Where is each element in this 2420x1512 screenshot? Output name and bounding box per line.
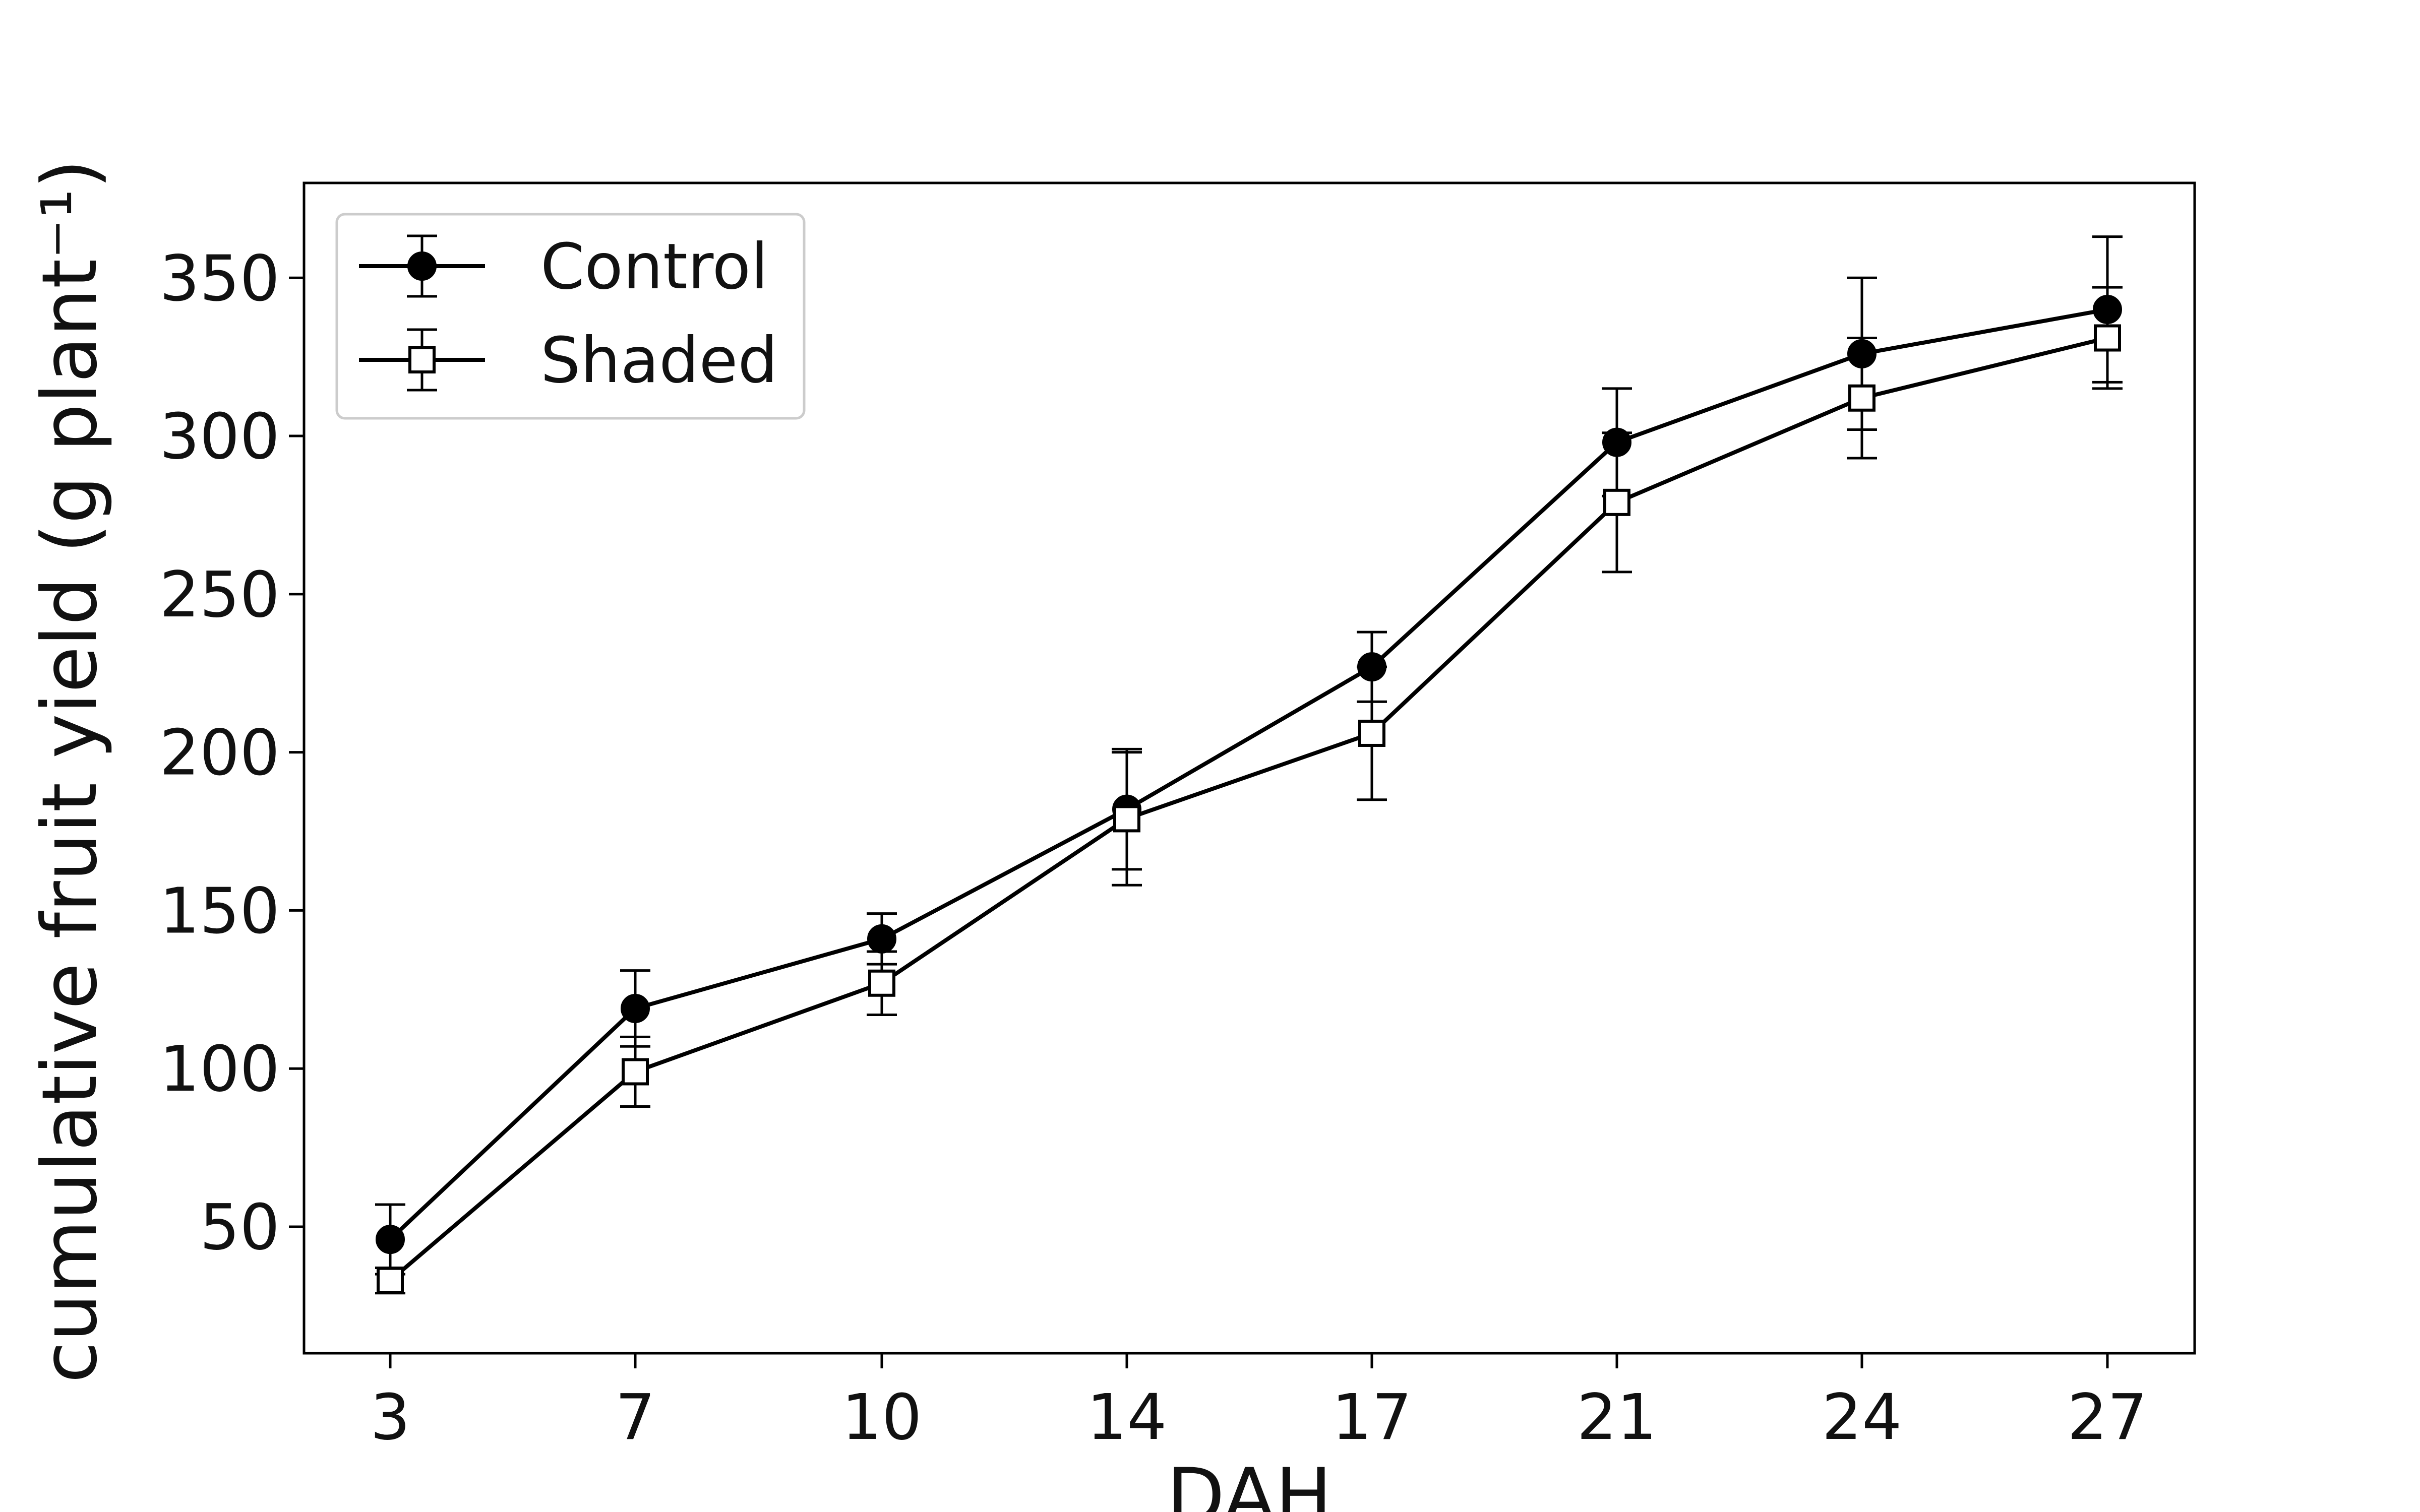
y-tick-label: 300 <box>159 400 280 473</box>
legend-label-shaded: Shaded <box>540 324 778 397</box>
x-tick-label: 3 <box>370 1381 410 1454</box>
shaded-data-point <box>2094 324 2121 352</box>
legend-entry-control: Control <box>359 230 768 303</box>
x-axis-label: DAH <box>1167 1453 1332 1512</box>
shaded-data-point <box>1848 384 1876 412</box>
y-axis-label: cumulative fruit yield (g plant⁻¹) <box>26 159 114 1383</box>
x-axis: 3 7 10 14 17 21 24 27 <box>370 1353 2148 1454</box>
y-tick-label: 150 <box>159 874 280 948</box>
legend-marker-shaded <box>408 346 436 373</box>
x-tick-label: 17 <box>1332 1381 1412 1454</box>
shaded-line <box>389 336 2108 1282</box>
y-tick-label: 250 <box>159 558 280 632</box>
y-axis: 50 100 150 200 250 300 350 <box>159 242 304 1264</box>
x-tick-label: 21 <box>1577 1381 1657 1454</box>
control-data-point <box>376 1225 405 1254</box>
x-tick-label: 27 <box>2067 1381 2147 1454</box>
shaded-data-point <box>1603 488 1630 516</box>
plot-frame <box>302 181 2196 1355</box>
x-tick-label: 24 <box>1822 1381 1902 1454</box>
legend-label-control: Control <box>540 230 768 303</box>
shaded-data-point <box>1113 805 1140 833</box>
x-tick-label: 7 <box>615 1381 655 1454</box>
x-tick-label: 14 <box>1086 1381 1167 1454</box>
x-tick-label: 10 <box>841 1381 922 1454</box>
y-tick-label: 100 <box>159 1033 280 1106</box>
shaded-data-point <box>868 969 895 997</box>
y-tick-label: 200 <box>159 717 280 790</box>
series-layer <box>375 235 2123 1295</box>
y-tick-label: 50 <box>200 1191 280 1264</box>
control-line <box>389 307 2108 1241</box>
control-data-point <box>867 924 896 954</box>
shaded-data-point <box>1358 719 1385 747</box>
legend-entry-shaded: Shaded <box>359 324 778 397</box>
series-shaded <box>375 286 2123 1295</box>
y-tick-label: 350 <box>159 242 280 315</box>
shaded-data-point <box>377 1267 404 1294</box>
legend: Control Shaded <box>335 213 806 420</box>
legend-marker-control <box>407 251 437 281</box>
shaded-data-point <box>622 1058 649 1086</box>
control-data-point <box>621 993 650 1023</box>
